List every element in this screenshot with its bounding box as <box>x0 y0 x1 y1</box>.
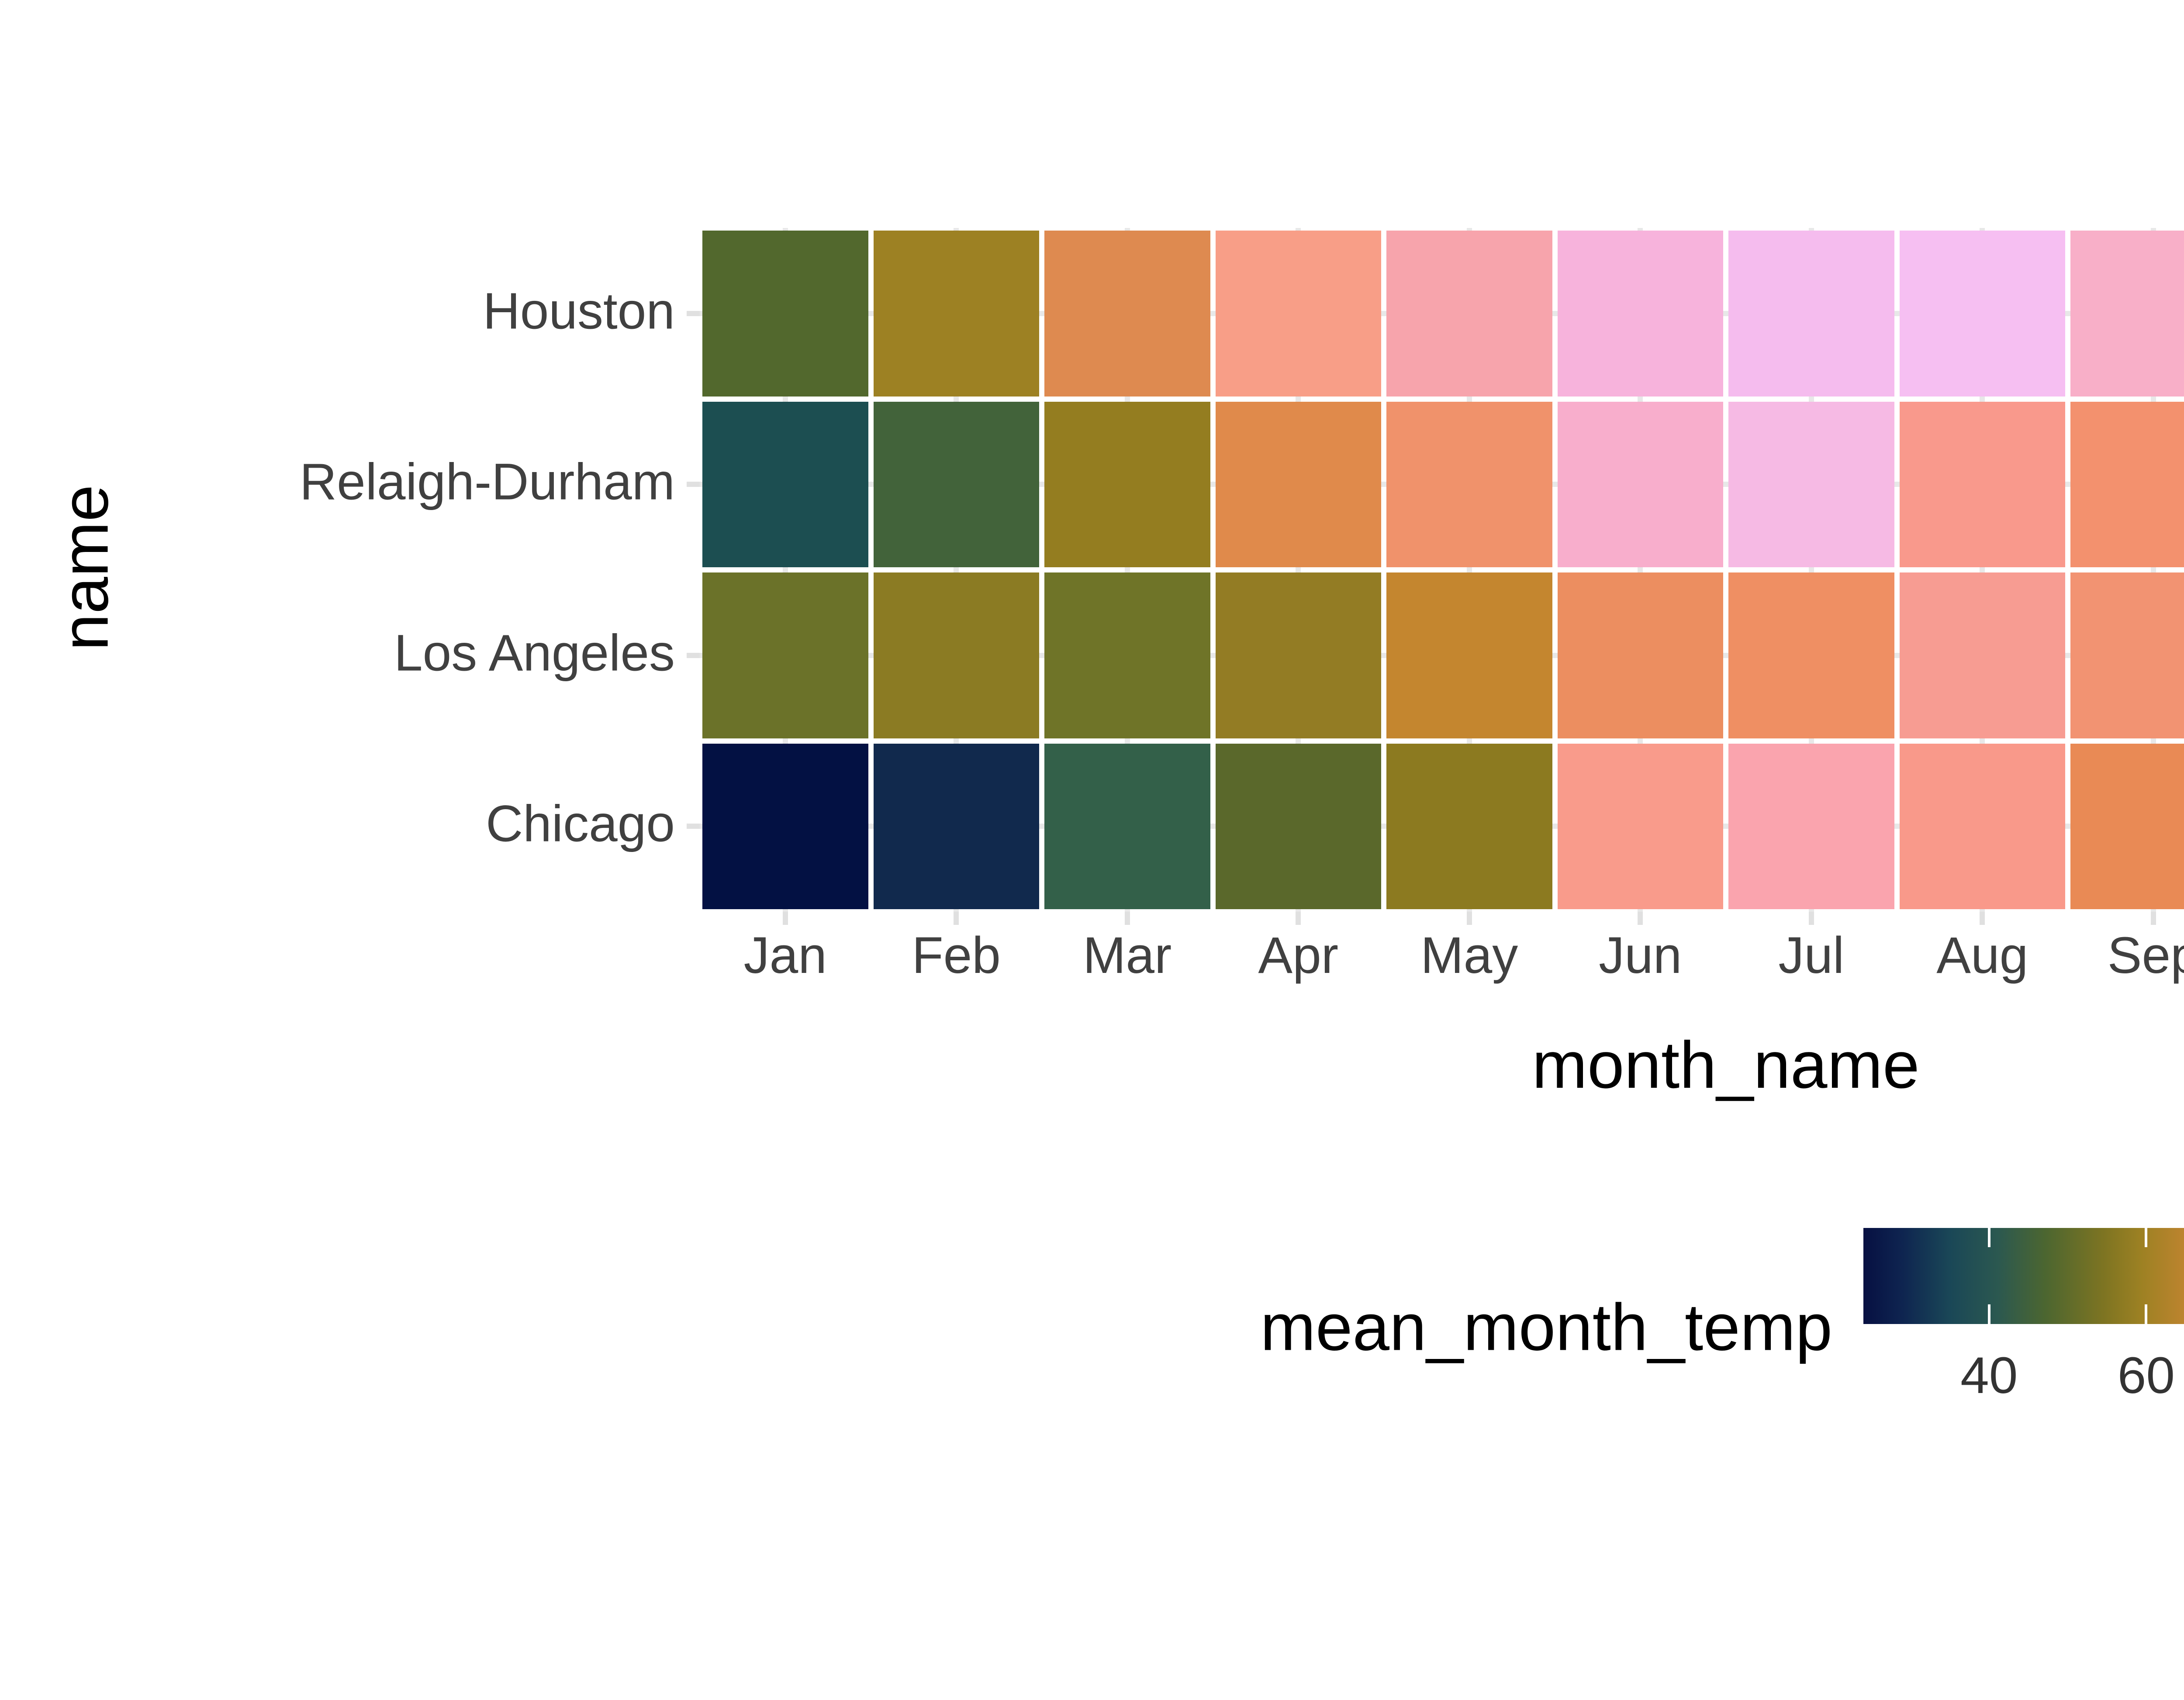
panel-gridline-vertical <box>1466 228 1472 912</box>
colorbar-tick-mark <box>1987 1304 1990 1324</box>
heatmap-tile <box>1215 572 1381 738</box>
heatmap-tile <box>1386 231 1552 397</box>
colorbar-tick-mark <box>2145 1304 2148 1324</box>
y-axis-tick <box>687 482 700 487</box>
y-axis-tick <box>687 310 700 316</box>
heatmap-tile <box>1728 572 1894 738</box>
x-axis-label: Feb <box>912 927 1001 984</box>
x-axis-tick <box>1124 912 1130 925</box>
x-axis-tick <box>1638 912 1643 925</box>
heatmap-tile <box>702 743 868 909</box>
y-axis-label: Chicago <box>486 795 675 853</box>
heatmap-tile <box>1899 401 2065 567</box>
heatmap-tile <box>2070 231 2184 397</box>
y-axis-label: Los Angeles <box>394 624 675 682</box>
panel-gridline-vertical <box>782 228 788 912</box>
panel-gridline-vertical <box>1980 228 1985 912</box>
heatmap-tile <box>702 231 868 397</box>
x-axis-label: Mar <box>1083 927 1172 984</box>
heatmap-tile <box>1899 231 2065 397</box>
heatmap-tile <box>702 401 868 567</box>
x-axis-tick <box>954 912 959 925</box>
heatmap-tile <box>873 572 1039 738</box>
heatmap-tile <box>1557 401 1723 567</box>
legend-title: mean_month_temp <box>1260 1290 1832 1365</box>
x-axis-label: Sep <box>2107 927 2184 984</box>
x-axis-title: month_name <box>1532 1028 1920 1102</box>
x-axis-tick <box>2150 912 2156 925</box>
heatmap-tile <box>1386 743 1552 909</box>
plot-panel <box>700 228 2184 912</box>
heatmap-tile <box>1728 231 1894 397</box>
panel-gridline-vertical <box>1808 228 1814 912</box>
heatmap-tile <box>1557 743 1723 909</box>
y-axis-label: Relaigh-Durham <box>299 453 675 511</box>
panel-gridline-vertical <box>1638 228 1643 912</box>
heatmap-tile <box>1215 231 1381 397</box>
heatmap-tile <box>1044 401 1210 567</box>
heatmap-tile <box>2070 572 2184 738</box>
colorbar-tick-mark <box>1987 1228 1990 1247</box>
heatmap-tile <box>873 231 1039 397</box>
y-axis-tick <box>687 824 700 829</box>
x-axis-label: Jun <box>1599 927 1682 984</box>
x-axis-label: May <box>1420 927 1518 984</box>
x-axis-tick <box>1296 912 1301 925</box>
x-axis-tick <box>1466 912 1472 925</box>
panel-gridline-vertical <box>1296 228 1301 912</box>
x-axis-label: Aug <box>1936 927 2028 984</box>
heatmap-tile <box>1044 231 1210 397</box>
heatmap-tile <box>1557 572 1723 738</box>
colorbar-tick-mark <box>2145 1228 2148 1247</box>
heatmap-tile <box>2070 401 2184 567</box>
y-axis-title: name <box>48 484 122 651</box>
heatmap-tile <box>1044 743 1210 909</box>
x-axis-tick <box>782 912 788 925</box>
heatmap-tile <box>1899 572 2065 738</box>
heatmap-tile <box>873 401 1039 567</box>
heatmap-tile <box>1899 743 2065 909</box>
colorbar-tick-label: 60 <box>2117 1347 2175 1404</box>
panel-gridline-vertical <box>2150 228 2156 912</box>
x-axis-tick <box>1808 912 1814 925</box>
heatmap-tile <box>1386 401 1552 567</box>
y-axis-tick <box>687 652 700 658</box>
heatmap-tile <box>702 572 868 738</box>
x-axis-label: Apr <box>1258 927 1339 984</box>
heatmap-tile <box>2070 743 2184 909</box>
colorbar-tick-label: 40 <box>1960 1347 2018 1404</box>
panel-gridline-vertical <box>1124 228 1130 912</box>
heatmap-tile <box>1215 743 1381 909</box>
heatmap-tile <box>1728 743 1894 909</box>
heatmap-tile <box>1557 231 1723 397</box>
heatmap-tile <box>1386 572 1552 738</box>
heatmap-tile <box>873 743 1039 909</box>
heatmap-tile <box>1215 401 1381 567</box>
x-axis-tick <box>1980 912 1985 925</box>
x-axis-label: Jan <box>743 927 827 984</box>
colorbar-gradient <box>1863 1228 2184 1324</box>
x-axis-label: Jul <box>1778 927 1845 984</box>
panel-gridline-vertical <box>954 228 959 912</box>
y-axis-label: Houston <box>483 282 675 340</box>
heatmap-tile <box>1728 401 1894 567</box>
heatmap-tile <box>1044 572 1210 738</box>
